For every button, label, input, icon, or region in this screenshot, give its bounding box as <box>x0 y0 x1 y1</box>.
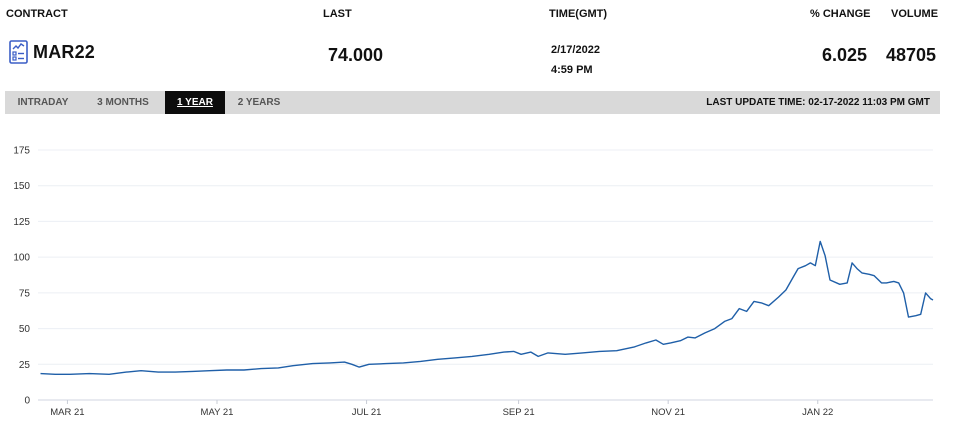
quote-date: 2/17/2022 <box>551 44 600 56</box>
last-header: LAST <box>323 8 352 20</box>
last-price: 74.000 <box>328 45 384 65</box>
quote-clock: 4:59 PM <box>551 64 593 76</box>
plot-area <box>40 240 934 376</box>
y-axis: 0 25 50 75 100 125 150 175 <box>13 146 30 407</box>
quote-time: 2/17/2022 4:59 PM <box>551 40 600 80</box>
tab-intraday[interactable]: INTRADAY <box>17 97 69 108</box>
volume-value: 48705 <box>886 45 937 65</box>
y-tick-label: 150 <box>13 181 30 192</box>
x-tick-label: NOV 21 <box>651 407 685 418</box>
contract-name: MAR22 <box>33 41 96 62</box>
contract-header: CONTRACT <box>6 8 68 20</box>
document-chart-icon <box>9 40 28 64</box>
x-tick-label: SEP 21 <box>503 407 535 418</box>
tab-2-years[interactable]: 2 YEARS <box>237 97 281 108</box>
y-tick-label: 50 <box>19 324 31 335</box>
contract-cell: MAR22 <box>9 40 95 64</box>
x-axis: MAR 21 MAY 21 JUL 21 SEP 21 NOV 21 JAN 22 <box>50 400 833 418</box>
time-header: TIME(GMT) <box>549 8 608 20</box>
x-tick-label: MAR 21 <box>50 407 84 418</box>
change-header: % CHANGE <box>810 8 871 20</box>
y-tick-label: 125 <box>13 217 30 228</box>
range-tab-bar: INTRADAY 3 MONTHS 1 YEAR 2 YEARS LAST UP… <box>5 91 940 114</box>
price-line-chart: 0 25 50 75 100 125 150 175 MAR 21 MAY 21 JUL 21 SE… <box>13 146 934 418</box>
x-tick-label: JUL 21 <box>352 407 382 418</box>
price-series-line <box>40 240 934 376</box>
x-tick-label: JAN 22 <box>802 407 833 418</box>
y-tick-label: 75 <box>19 288 31 299</box>
chart-gridlines <box>38 149 933 401</box>
percent-change: 6.025 <box>822 45 868 65</box>
tab-3-months[interactable]: 3 MONTHS <box>97 97 149 108</box>
y-tick-label: 25 <box>19 360 31 371</box>
volume-header: VOLUME <box>891 8 939 20</box>
y-tick-label: 100 <box>13 253 30 264</box>
tab-1-year[interactable]: 1 YEAR <box>165 91 225 114</box>
y-tick-label: 0 <box>24 396 30 407</box>
y-tick-label: 175 <box>13 146 30 157</box>
x-tick-label: MAY 21 <box>201 407 234 418</box>
last-update-time: LAST UPDATE TIME: 02-17-2022 11:03 PM GM… <box>706 97 930 108</box>
